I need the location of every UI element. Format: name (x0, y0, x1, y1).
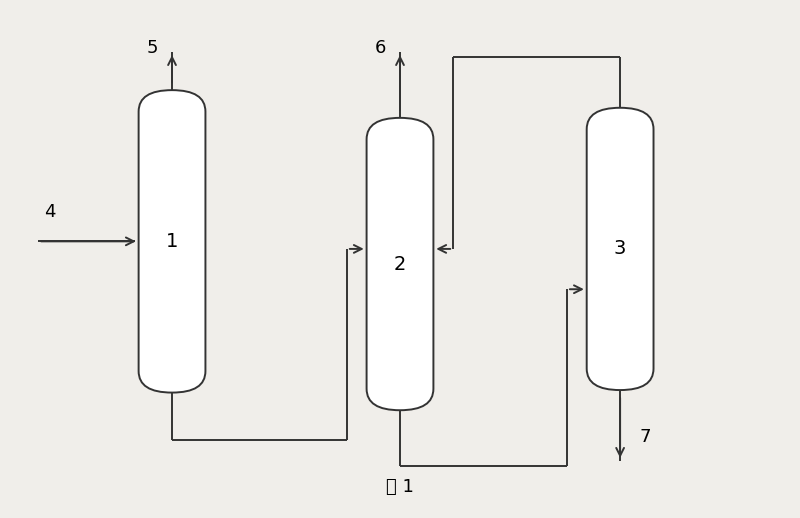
Text: 4: 4 (45, 203, 56, 221)
FancyBboxPatch shape (366, 118, 434, 410)
Text: 1: 1 (166, 232, 178, 251)
Text: 2: 2 (394, 254, 406, 274)
Text: 3: 3 (614, 239, 626, 258)
FancyBboxPatch shape (586, 108, 654, 390)
Text: 图 1: 图 1 (386, 478, 414, 496)
Text: 7: 7 (640, 427, 651, 445)
Text: 5: 5 (146, 39, 158, 57)
Text: 6: 6 (374, 39, 386, 57)
FancyBboxPatch shape (138, 90, 206, 393)
